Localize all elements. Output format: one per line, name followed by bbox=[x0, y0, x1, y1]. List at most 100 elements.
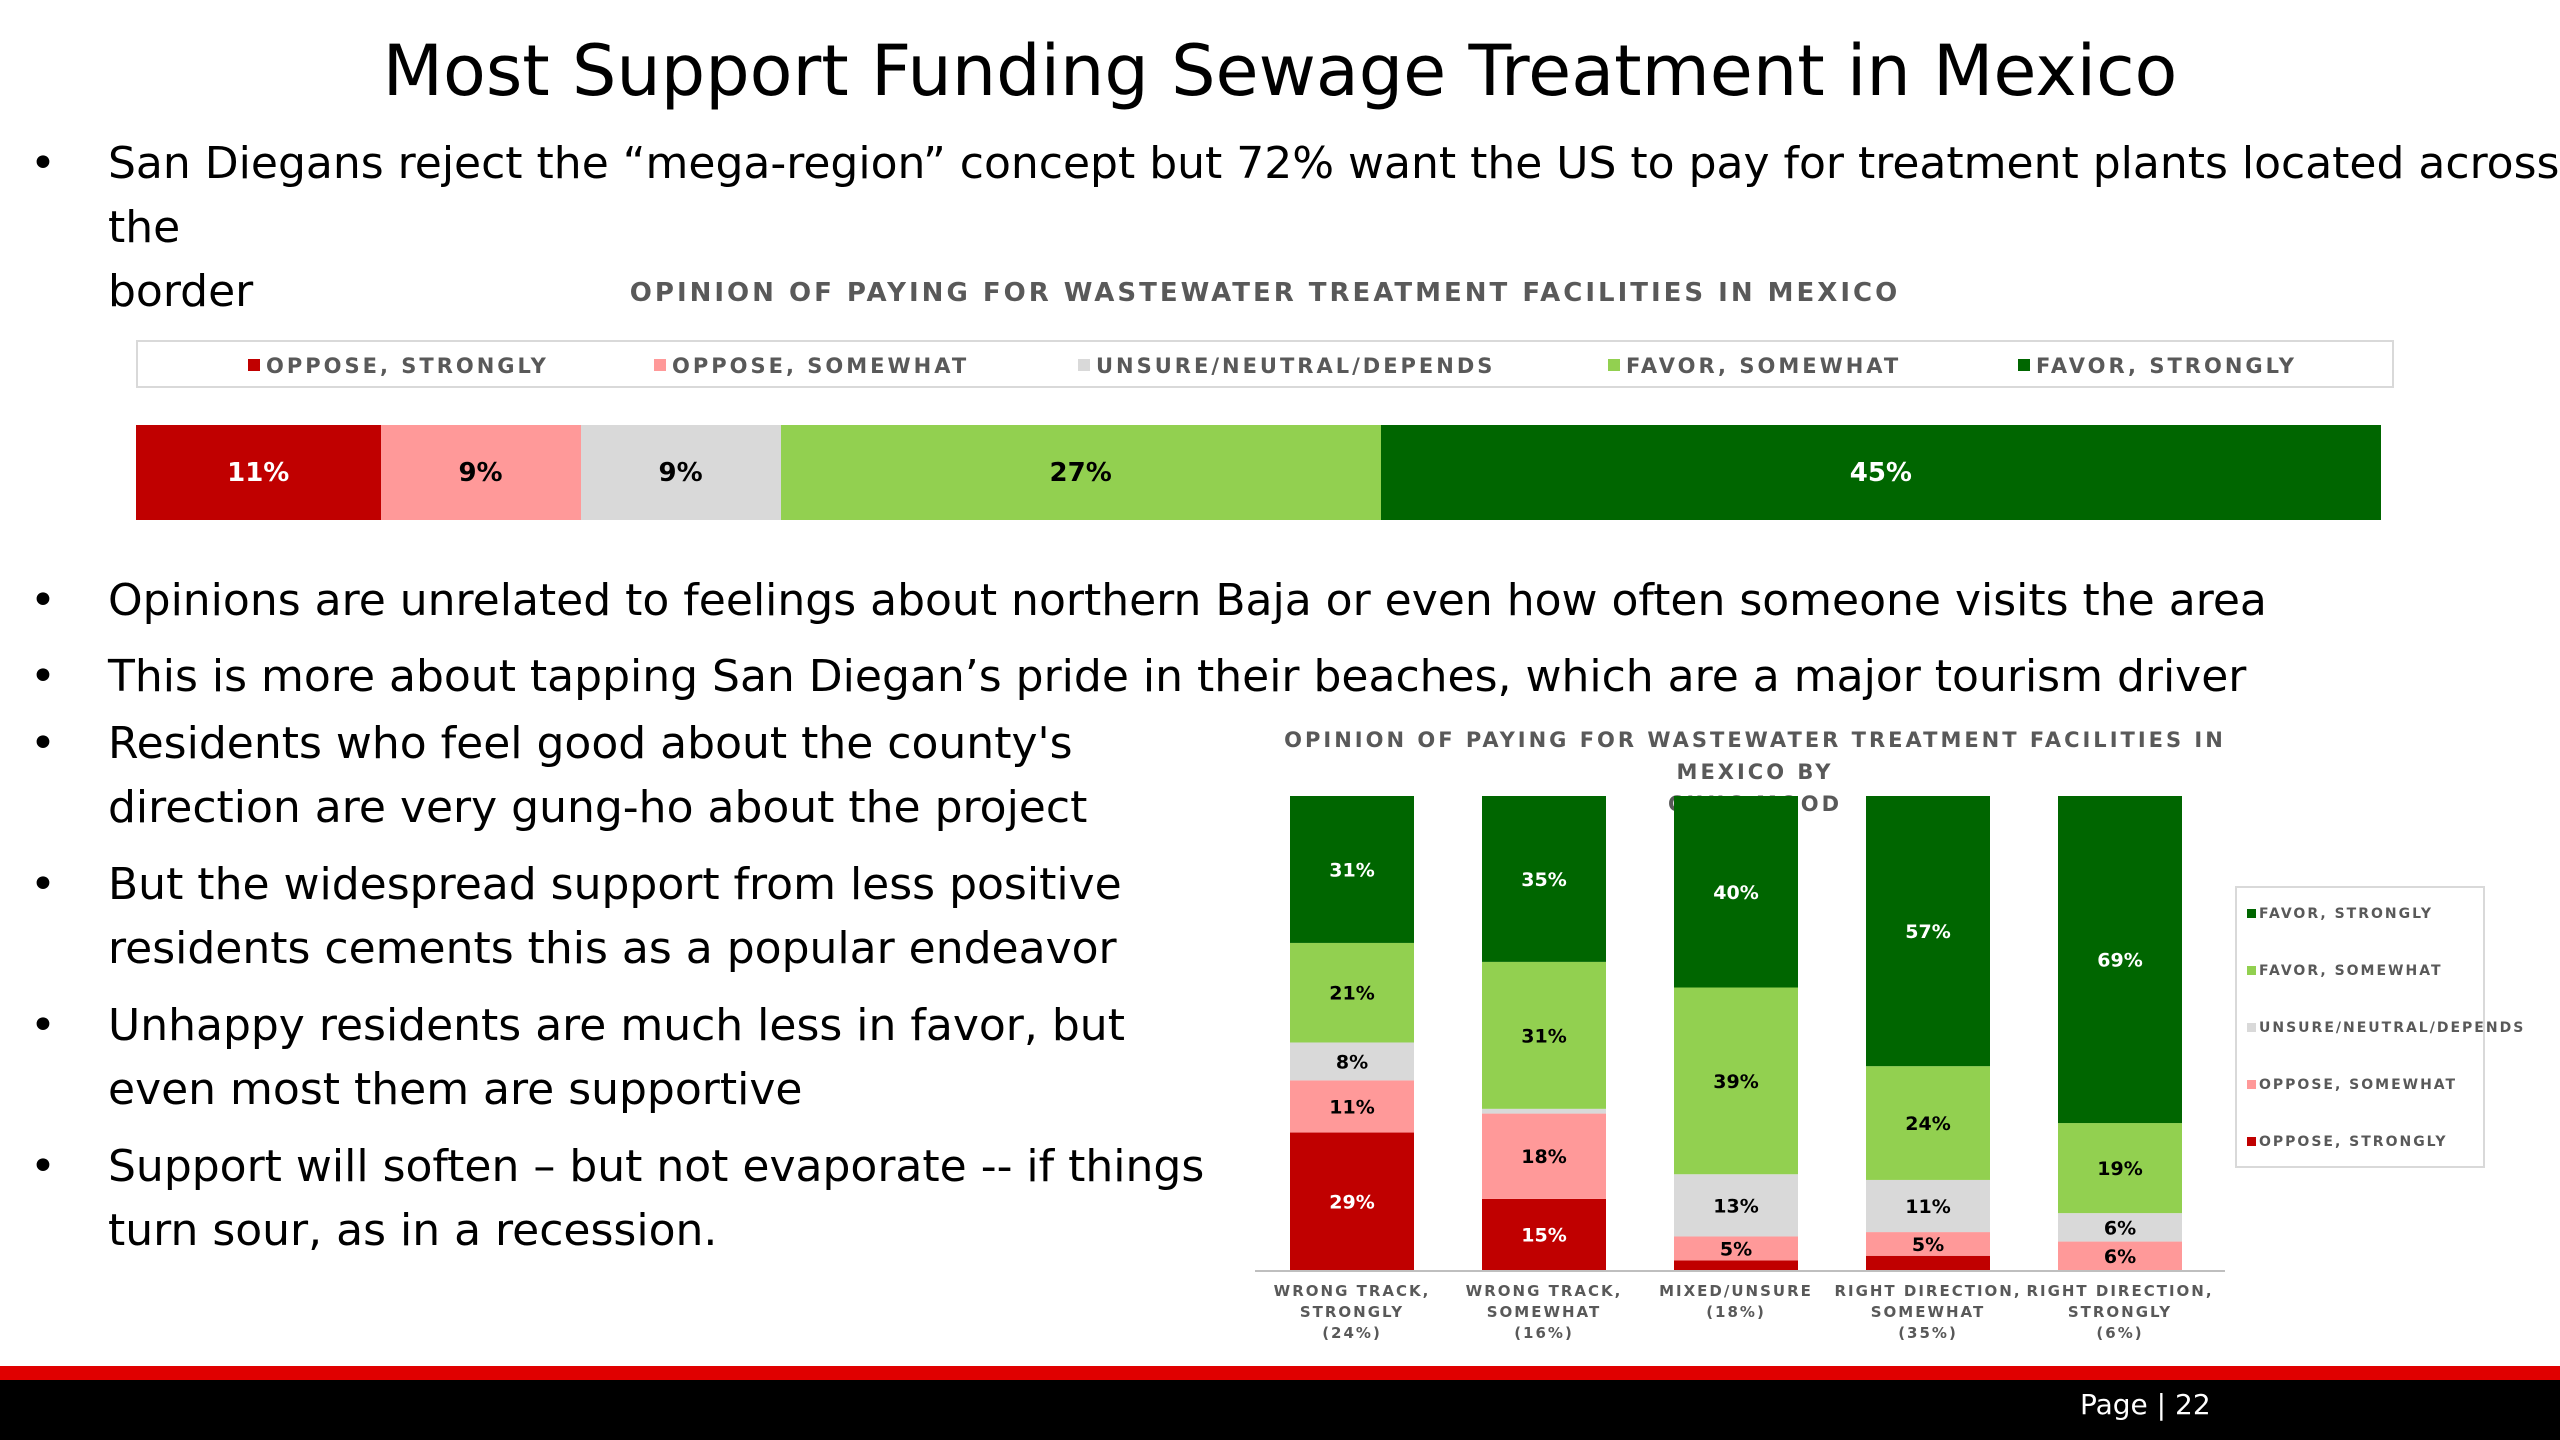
legend-swatch bbox=[2247, 909, 2256, 918]
bar-segment-favor-strongly: 45% bbox=[1380, 425, 2381, 520]
bar-segment-unsure bbox=[1482, 1108, 1606, 1114]
bar-segment-oppose-strongly: 11% bbox=[136, 425, 381, 520]
legend-label: OPPOSE, STRONGLY bbox=[266, 354, 549, 378]
bar-segment-oppose-somewhat bbox=[1482, 1113, 1606, 1199]
bullet-glyph: • bbox=[30, 575, 56, 626]
category-label: WRONG TRACK, bbox=[1274, 1282, 1431, 1300]
category-label: STRONGLY bbox=[2068, 1303, 2172, 1321]
bullet-glyph: • bbox=[30, 859, 56, 910]
data-label: 6% bbox=[2104, 1246, 2136, 1268]
legend-item-favor-strongly: FAVOR, STRONGLY bbox=[2247, 906, 2433, 922]
legend-label: OPPOSE, SOMEWHAT bbox=[2259, 1077, 2458, 1093]
bar-segment-favor-somewhat bbox=[1866, 1066, 1990, 1180]
bar-segment-favor-strongly bbox=[1674, 796, 1798, 988]
legend-item-unsure: UNSURE/NEUTRAL/DEPENDS bbox=[1078, 342, 1495, 390]
legend-label: FAVOR, STRONGLY bbox=[2036, 354, 2297, 378]
data-label: 18% bbox=[1521, 1146, 1566, 1168]
bullet-glyph: • bbox=[30, 1000, 56, 1051]
bullet-text-line2: direction are very gung-ho about the pro… bbox=[108, 782, 1088, 833]
bar-segment-favor-somewhat bbox=[2058, 1123, 2182, 1214]
legend-swatch bbox=[2247, 1023, 2256, 1032]
chart2-civic-mood: 29% 11% 8% 21% 31% WRONG TRACK, STRONGLY (24%) 1… bbox=[1255, 796, 2225, 1342]
slide-title: Most Support Funding Sewage Treatment in… bbox=[382, 30, 2178, 112]
category-label: (16%) bbox=[1514, 1324, 1574, 1342]
chart1-legend: OPPOSE, STRONGLY OPPOSE, SOMEWHAT UNSURE… bbox=[136, 340, 2394, 388]
category-label: (24%) bbox=[1322, 1324, 1382, 1342]
bullet-text: This is more about tapping San Diegan’s … bbox=[108, 651, 2247, 702]
bullet-text-line1: San Diegans reject the “mega-region” con… bbox=[108, 138, 2560, 189]
category-label: WRONG TRACK, bbox=[1466, 1282, 1623, 1300]
bar-segment-favor-strongly bbox=[1482, 796, 1606, 962]
data-label: 11% bbox=[227, 457, 290, 488]
bar-segment-oppose-strongly bbox=[1674, 1260, 1798, 1270]
legend-swatch bbox=[1608, 359, 1620, 371]
bar-segment-unsure bbox=[1674, 1174, 1798, 1237]
legend-item-oppose-strongly: OPPOSE, STRONGLY bbox=[2247, 1134, 2448, 1150]
legend-item-oppose-somewhat: OPPOSE, SOMEWHAT bbox=[2247, 1077, 2457, 1093]
bullet-text-line2: residents cements this as a popular ende… bbox=[108, 923, 1117, 974]
bullet-text-line1: Support will soften – but not evaporate … bbox=[108, 1141, 1205, 1192]
legend-item-favor-strongly: FAVOR, STRONGLY bbox=[2018, 342, 2297, 390]
legend-item-favor-somewhat: FAVOR, SOMEWHAT bbox=[1608, 342, 1901, 390]
data-label: 6% bbox=[2104, 1217, 2136, 1239]
chart2-title: OPINION OF PAYING FOR WASTEWATER TREATME… bbox=[1240, 724, 2270, 820]
legend-swatch bbox=[248, 359, 260, 371]
bar-segment-oppose-strongly bbox=[1290, 1132, 1414, 1270]
legend-item-unsure: UNSURE/NEUTRAL/DEPENDS bbox=[2247, 1020, 2525, 1036]
footer-bar bbox=[0, 1380, 2560, 1440]
legend-label: UNSURE/NEUTRAL/DEPENDS bbox=[2259, 1020, 2526, 1036]
bar-segment-favor-strongly bbox=[2058, 796, 2182, 1124]
legend-label: OPPOSE, STRONGLY bbox=[2259, 1134, 2448, 1150]
data-label: 5% bbox=[1720, 1238, 1752, 1260]
bar-segment-oppose-strongly bbox=[1866, 1255, 1990, 1270]
category-label: SOMEWHAT bbox=[1487, 1303, 1602, 1321]
bullet-text-line1: Residents who feel good about the county… bbox=[108, 718, 1073, 769]
data-label: 31% bbox=[1329, 859, 1374, 881]
data-label: 11% bbox=[1905, 1196, 1950, 1218]
bar-segment-unsure bbox=[2058, 1213, 2182, 1242]
data-label: 5% bbox=[1912, 1234, 1944, 1256]
bar-segment-oppose-somewhat: 9% bbox=[380, 425, 581, 520]
bar-segment-oppose-somewhat bbox=[2058, 1241, 2182, 1270]
data-label: 13% bbox=[1713, 1195, 1758, 1217]
data-label: 9% bbox=[458, 457, 503, 488]
data-label: 24% bbox=[1905, 1113, 1950, 1135]
bar-segment-favor-somewhat bbox=[1482, 961, 1606, 1109]
bullet-glyph: • bbox=[30, 651, 56, 702]
bar-segment-favor-somewhat bbox=[1290, 942, 1414, 1043]
legend-label: FAVOR, STRONGLY bbox=[2259, 906, 2433, 922]
legend-item-oppose-strongly: OPPOSE, STRONGLY bbox=[248, 342, 549, 390]
bar-segment-favor-somewhat: 27% bbox=[780, 425, 1381, 520]
legend-swatch bbox=[2247, 1137, 2256, 1146]
data-label: 40% bbox=[1713, 882, 1758, 904]
category-label: (6%) bbox=[2096, 1324, 2143, 1342]
legend-item-oppose-somewhat: OPPOSE, SOMEWHAT bbox=[654, 342, 969, 390]
legend-label: FAVOR, SOMEWHAT bbox=[1626, 354, 1902, 378]
bar-segment-oppose-somewhat bbox=[1674, 1236, 1798, 1261]
legend-item-favor-somewhat: FAVOR, SOMEWHAT bbox=[2247, 963, 2443, 979]
legend-label: FAVOR, SOMEWHAT bbox=[2259, 963, 2443, 979]
bullet-glyph: • bbox=[30, 138, 56, 189]
legend-swatch bbox=[1078, 359, 1090, 371]
bar-segment-unsure: 9% bbox=[580, 425, 781, 520]
bullet-text-line2: turn sour, as in a recession. bbox=[108, 1205, 718, 1256]
category-label: MIXED/UNSURE bbox=[1659, 1282, 1813, 1300]
bar-segment-unsure bbox=[1866, 1179, 1990, 1233]
bar-segment-favor-strongly bbox=[1290, 796, 1414, 943]
bullet-text-line2: even most them are supportive bbox=[108, 1064, 803, 1115]
category-label: RIGHT DIRECTION, bbox=[1834, 1282, 2021, 1300]
category-label: SOMEWHAT bbox=[1871, 1303, 1986, 1321]
data-label: 45% bbox=[1849, 457, 1912, 488]
data-label: 31% bbox=[1521, 1025, 1566, 1047]
legend-swatch bbox=[654, 359, 666, 371]
legend-label: OPPOSE, SOMEWHAT bbox=[672, 354, 970, 378]
data-label: 15% bbox=[1521, 1224, 1566, 1246]
page-number: Page | 22 bbox=[2080, 1388, 2211, 1421]
data-label: 11% bbox=[1329, 1096, 1374, 1118]
data-label: 27% bbox=[1049, 457, 1112, 488]
category-label: (35%) bbox=[1898, 1324, 1958, 1342]
data-label: 29% bbox=[1329, 1191, 1374, 1213]
chart1-title: OPINION OF PAYING FOR WASTEWATER TREATME… bbox=[629, 278, 1901, 308]
data-label: 8% bbox=[1336, 1051, 1368, 1073]
bar-segment-unsure bbox=[1290, 1042, 1414, 1081]
